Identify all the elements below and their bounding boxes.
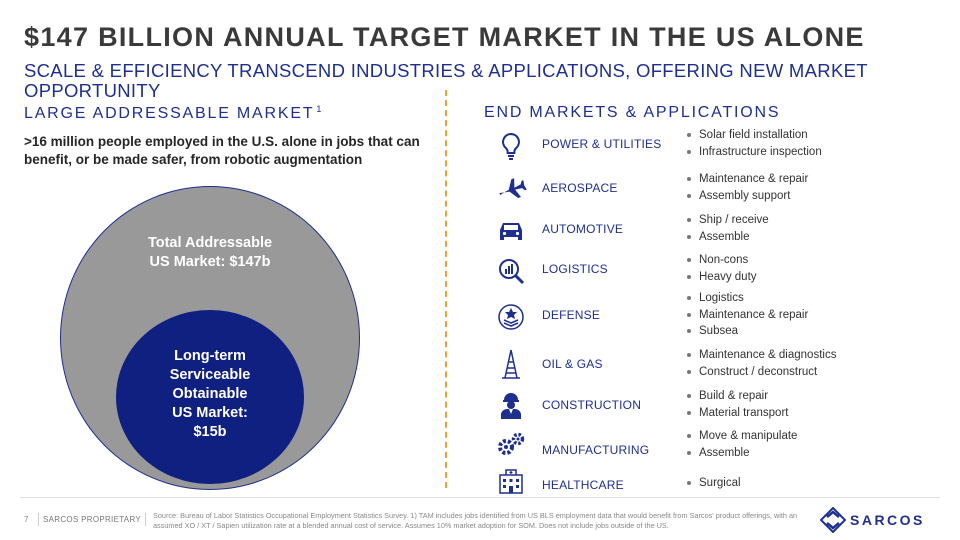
left-heading-text: LARGE ADDRESSABLE MARKET — [24, 105, 315, 122]
market-bullets: Maintenance & diagnostics Construct / de… — [685, 347, 836, 380]
som-label-line: Obtainable — [172, 386, 248, 402]
som-label: Long-term Serviceable Obtainable US Mark… — [136, 347, 284, 442]
market-name: CONSTRUCTION — [542, 398, 642, 412]
section-divider — [445, 90, 447, 488]
bullet-item: Assemble — [685, 229, 769, 246]
som-label-line: $15b — [193, 424, 227, 440]
lightbulb-icon — [495, 130, 527, 162]
oil-rig-icon — [495, 348, 527, 380]
market-bullets: Move & manipulate Assemble — [685, 428, 797, 461]
footer-divider — [20, 497, 940, 498]
tam-label-line: US Market: $147b — [149, 254, 271, 270]
page-subtitle: SCALE & EFFICIENCY TRANSCEND INDUSTRIES … — [24, 60, 868, 101]
bullet-item: Subsea — [685, 323, 808, 340]
bullet-item: Non-cons — [685, 252, 757, 269]
bullet-item: Build & repair — [685, 388, 788, 405]
market-bullets: Maintenance & repair Assembly support — [685, 171, 808, 204]
som-circle — [116, 310, 304, 484]
tam-label: Total Addressable US Market: $147b — [110, 234, 310, 272]
market-bullets: Build & repair Material transport — [685, 388, 788, 421]
sarcos-logo: SARCOS — [819, 506, 940, 534]
market-name: POWER & UTILITIES — [542, 137, 662, 151]
bullet-item: Infrastructure inspection — [685, 144, 822, 161]
source-note: Source: Bureau of Labor Statistics Occup… — [153, 511, 798, 530]
worker-icon — [495, 389, 527, 421]
shield-icon — [495, 301, 527, 333]
proprietary-label: SARCOS PROPRIETARY — [38, 513, 147, 526]
market-name: DEFENSE — [542, 308, 601, 322]
bullet-item: Construct / deconstruct — [685, 364, 836, 381]
bullet-item: Assembly support — [685, 188, 808, 205]
lead-statement: >16 million people employed in the U.S. … — [24, 134, 420, 167]
right-section-heading: END MARKETS & APPLICATIONS — [484, 104, 781, 121]
som-label-line: US Market: — [172, 405, 248, 421]
market-bullets: Solar field installation Infrastructure … — [685, 127, 822, 160]
gears-icon — [495, 429, 527, 461]
market-name: AEROSPACE — [542, 181, 618, 195]
bullet-item: Surgical — [685, 475, 741, 492]
bullet-item: Solar field installation — [685, 127, 822, 144]
bullet-item: Maintenance & diagnostics — [685, 347, 836, 364]
market-name: AUTOMOTIVE — [542, 222, 624, 236]
market-bullets: Ship / receive Assemble — [685, 212, 769, 245]
hospital-icon — [495, 465, 527, 497]
market-name: MANUFACTURING — [542, 443, 650, 457]
tam-label-line: Total Addressable — [147, 235, 273, 251]
market-bullets: Logistics Maintenance & repair Subsea — [685, 290, 808, 340]
logo-wordmark: SARCOS — [850, 512, 925, 528]
left-section-heading: LARGE ADDRESSABLE MARKET 1 — [24, 104, 321, 123]
footnote-marker: 1 — [316, 104, 322, 114]
bullet-item: Logistics — [685, 290, 808, 307]
bullet-item: Ship / receive — [685, 212, 769, 229]
car-icon — [495, 215, 527, 247]
market-name: OIL & GAS — [542, 357, 603, 371]
market-bullets: Surgical — [685, 475, 741, 492]
som-label-line: Long-term — [174, 348, 246, 364]
bullet-item: Material transport — [685, 405, 788, 422]
market-bullets: Non-cons Heavy duty — [685, 252, 757, 285]
bullet-item: Maintenance & repair — [685, 171, 808, 188]
market-name: LOGISTICS — [542, 262, 608, 276]
som-label-line: Serviceable — [169, 367, 251, 383]
sarcos-logo-mark-icon — [819, 506, 847, 534]
magnifier-chart-icon — [495, 255, 527, 287]
market-name: HEALTHCARE — [542, 478, 624, 492]
page-title: $147 BILLION ANNUAL TARGET MARKET IN THE… — [24, 22, 865, 52]
page-number: 7 — [24, 515, 29, 524]
bullet-item: Maintenance & repair — [685, 307, 808, 324]
airplane-icon — [495, 174, 527, 206]
bullet-item: Heavy duty — [685, 269, 757, 286]
bullet-item: Move & manipulate — [685, 428, 797, 445]
bullet-item: Assemble — [685, 445, 797, 462]
